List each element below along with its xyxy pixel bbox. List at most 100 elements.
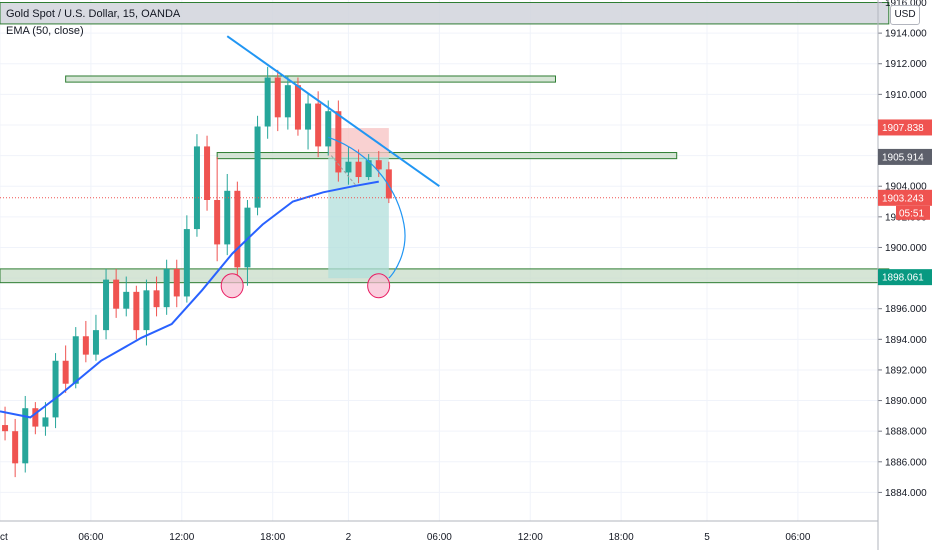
candle: [305, 92, 312, 150]
candle: [274, 69, 281, 132]
candle-body: [22, 408, 29, 464]
price-tick-label: 1894.000: [885, 335, 927, 346]
price-tick-label: 1916.000: [885, 0, 927, 9]
candle: [345, 146, 352, 185]
candle: [365, 154, 372, 181]
candle: [153, 276, 160, 317]
candle: [92, 314, 99, 361]
time-tick-label: 2: [346, 532, 352, 543]
drawing-overlays: [0, 2, 890, 284]
highlight-ellipse[interactable]: [220, 273, 244, 299]
candle: [173, 259, 180, 308]
candle-body: [214, 199, 221, 245]
candle-body: [153, 290, 160, 308]
candle: [193, 134, 200, 237]
candle-body: [284, 85, 291, 118]
ema-layer: [0, 180, 379, 419]
price-tag-gray: 1905.914: [878, 148, 932, 165]
trend-line[interactable]: [226, 35, 440, 188]
candle: [355, 149, 362, 184]
candle-body: [133, 291, 140, 331]
candle-body: [82, 336, 89, 355]
candle: [385, 161, 392, 204]
price-tick-label: 1896.000: [885, 304, 927, 315]
candle-body: [365, 160, 372, 178]
time-tick-label: ct: [0, 532, 8, 543]
candle-body: [355, 161, 362, 178]
candle-body: [123, 291, 130, 309]
candle: [42, 402, 49, 436]
candle-body: [103, 279, 110, 331]
price-tick-label: 1886.000: [885, 457, 927, 468]
price-tick-label: 1904.000: [885, 182, 927, 193]
price-tag-text: 1903.243: [882, 193, 924, 204]
projection-curve[interactable]: [328, 136, 406, 279]
candle-body: [204, 146, 211, 200]
time-tick-label: 06:00: [427, 532, 452, 543]
support-resistance-zone[interactable]: [0, 268, 890, 284]
candle: [204, 135, 211, 211]
candle: [62, 345, 69, 393]
candle-body: [2, 425, 9, 432]
price-tick-label: 1912.000: [885, 59, 927, 70]
candle-body: [274, 77, 281, 118]
candle: [244, 199, 251, 286]
time-tick-label: 5: [704, 532, 710, 543]
time-tick-label: 12:00: [169, 532, 194, 543]
candle: [32, 402, 39, 435]
candle-body: [325, 111, 332, 147]
countdown-bg: [896, 205, 930, 220]
candle-body: [183, 229, 190, 297]
candle-body: [315, 103, 322, 147]
candle-body: [62, 360, 69, 384]
support-resistance-zone[interactable]: [65, 75, 557, 83]
time-tick-label: 06:00: [78, 532, 103, 543]
time-tick-label: 12:00: [518, 532, 543, 543]
price-tag-bg: [878, 148, 932, 165]
price-tag-bg: [878, 119, 932, 136]
candle-body: [72, 336, 79, 384]
support-resistance-zone[interactable]: [216, 152, 678, 160]
projection-dash: [330, 155, 357, 187]
candle: [82, 320, 89, 363]
time-axis[interactable]: ct 06:00 12:00 18:00 2 06:00 12:00 18:00 5 06:00: [0, 520, 878, 543]
candle-body: [375, 160, 382, 170]
candle-body: [264, 77, 271, 127]
candle: [234, 181, 241, 277]
chart-legend: Gold Spot / U.S. Dollar, 15, OANDA EMA (…: [6, 6, 180, 40]
time-tick-label: 18:00: [260, 532, 285, 543]
candle-body: [12, 431, 19, 464]
candle-body: [163, 268, 170, 308]
price-tag-text: 1905.914: [882, 152, 924, 163]
countdown-tag: 05:51: [896, 205, 930, 220]
top-band-zone[interactable]: [0, 2, 890, 25]
price-tag-bg: [878, 189, 932, 206]
candle-body: [92, 330, 99, 355]
price-tick-label: 1914.000: [885, 29, 927, 40]
candles: [2, 66, 392, 478]
ema-line[interactable]: [0, 180, 379, 419]
symbol-title[interactable]: Gold Spot / U.S. Dollar, 15, OANDA: [6, 8, 181, 20]
highlight-ellipse[interactable]: [367, 273, 391, 299]
indicator-title[interactable]: EMA (50, close): [6, 25, 84, 37]
candle: [163, 259, 170, 315]
candle: [52, 353, 59, 429]
price-tags: 1907.838 1905.914 1903.243 1898.061 05:51: [878, 119, 932, 286]
candle: [224, 173, 231, 256]
candle-body: [52, 360, 59, 418]
candle-body: [254, 126, 261, 208]
currency-badge[interactable]: USD: [890, 5, 920, 25]
candle: [72, 327, 79, 389]
candle: [264, 66, 271, 139]
candle: [254, 115, 261, 216]
drawing-tools: [0, 35, 878, 299]
price-tag-red: 1907.838: [878, 119, 932, 136]
countdown-text: 05:51: [899, 208, 924, 219]
candle: [214, 157, 221, 262]
candle: [22, 395, 29, 473]
candle-body: [113, 279, 120, 309]
candle-body: [224, 190, 231, 245]
candle: [284, 75, 291, 130]
price-tag-bg: [878, 269, 932, 286]
